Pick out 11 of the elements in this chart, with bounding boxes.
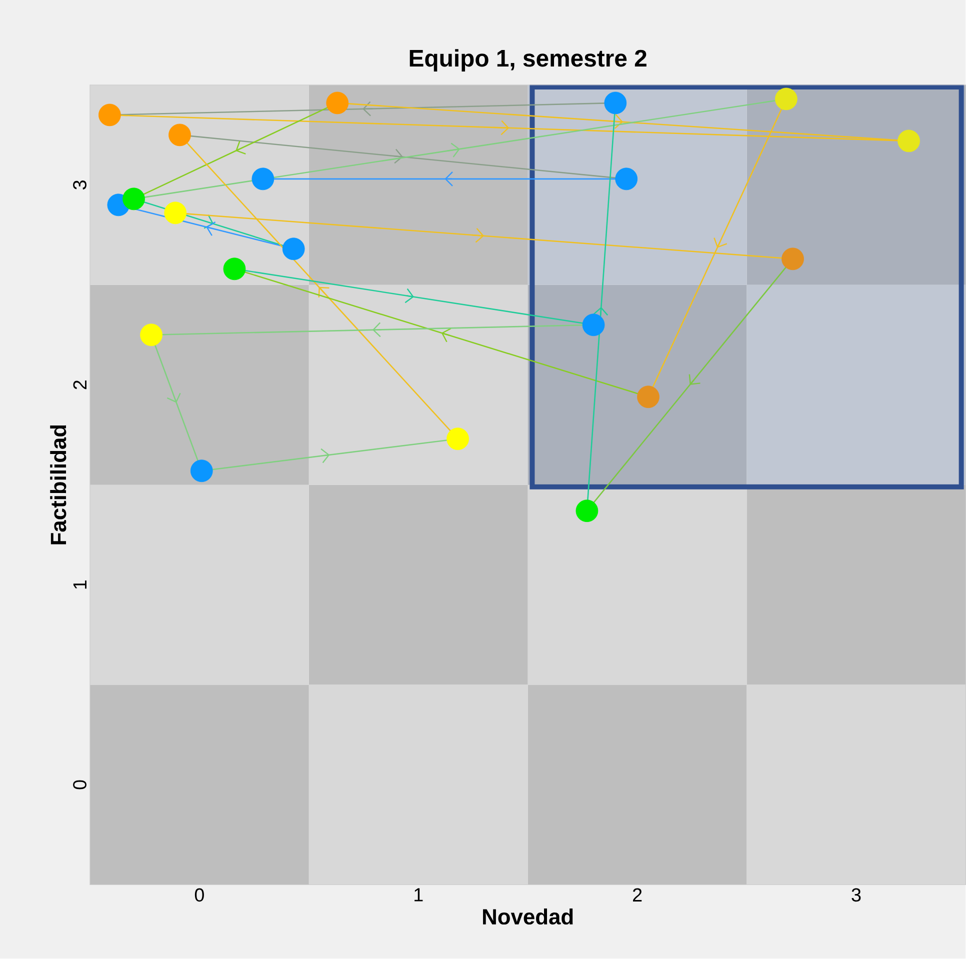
x-axis-title: Novedad (483, 908, 573, 925)
x-tick-label: 1 (414, 888, 423, 902)
y-tick-label: 0 (73, 780, 86, 790)
y-tick-label: 2 (73, 380, 86, 390)
x-tick-label: 0 (194, 888, 204, 902)
y-tick-label: 3 (73, 180, 86, 190)
x-tick-label: 3 (852, 888, 861, 902)
chart-title: Equipo 1, semestre 2 (410, 49, 646, 72)
y-axis-title: Factibilidad (50, 426, 66, 544)
y-tick-label: 1 (73, 580, 86, 589)
x-tick-label: 2 (633, 888, 642, 902)
